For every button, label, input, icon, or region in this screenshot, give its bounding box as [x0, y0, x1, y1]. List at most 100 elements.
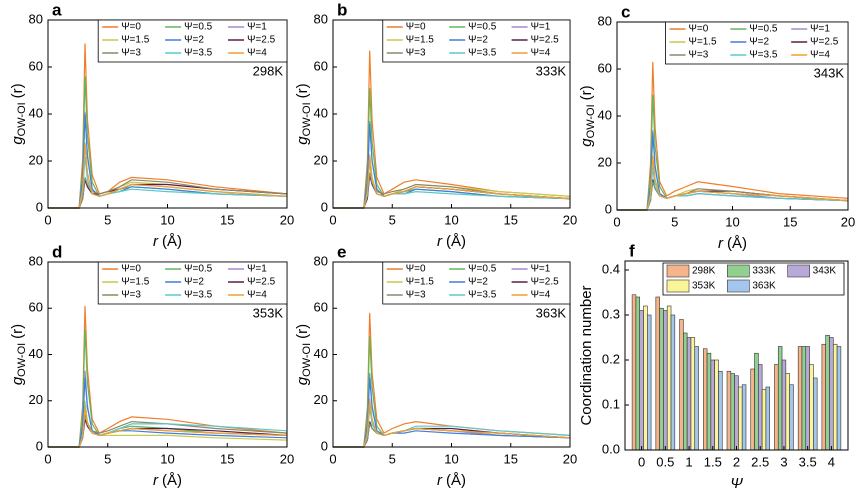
bar — [670, 314, 676, 451]
legend-label: Ψ=1.5 — [121, 277, 150, 288]
bar — [714, 359, 719, 451]
y-label-symbol: g — [578, 138, 595, 147]
panel-label: c — [621, 2, 630, 21]
y-axis-label: gOW-OI (r) — [578, 85, 597, 146]
y-tick-label: 0.1 — [602, 396, 620, 411]
y-tick-label: 20 — [598, 154, 612, 169]
bar — [639, 310, 644, 451]
y-tick-label: 0 — [321, 438, 328, 453]
y-tick-label: 0.4 — [602, 261, 620, 276]
x-tick-label: 10 — [725, 214, 739, 229]
bar — [659, 307, 664, 451]
legend-label: Ψ=1.5 — [406, 277, 435, 288]
y-tick-label: 40 — [29, 105, 43, 120]
x-tick-label: 15 — [504, 451, 518, 466]
legend-swatch — [787, 264, 810, 278]
legend-label: Ψ=4 — [531, 290, 551, 301]
legend-label: Ψ=1 — [810, 24, 830, 35]
y-tick-label: 0 — [36, 199, 43, 214]
legend-label: Ψ=2.5 — [531, 277, 560, 288]
y-label-subscript: OW-OI — [16, 343, 28, 377]
bar — [710, 359, 715, 451]
y-axis-label: gOW-OI (r) — [9, 83, 28, 144]
y-tick-label: 0 — [605, 201, 612, 216]
legend-label: Ψ=1.5 — [406, 35, 435, 46]
legend-label: 333K — [752, 266, 776, 277]
x-label-symbol: r — [718, 235, 724, 252]
x-tick-label: 2.5 — [751, 454, 769, 469]
legend-label: Ψ=2.5 — [247, 277, 276, 288]
bar — [726, 370, 732, 451]
bar — [774, 364, 779, 451]
x-tick-label: 15 — [220, 451, 234, 466]
x-axis-label: r (Å) — [437, 233, 466, 250]
y-tick-label: 60 — [314, 300, 328, 315]
y-axis-label: gOW-OI (r) — [9, 324, 28, 385]
x-label-symbol: r — [153, 472, 159, 489]
legend-label: Ψ=3 — [406, 48, 426, 59]
bar — [741, 384, 747, 451]
panel-label: d — [52, 242, 62, 261]
x-label-symbol: r — [437, 472, 443, 489]
x-tick-label: 0.5 — [656, 454, 674, 469]
y-tick-label: 60 — [29, 300, 43, 315]
y-axis-label: gOW-OI (r) — [294, 324, 313, 385]
x-tick-label: 15 — [504, 212, 518, 227]
y-tick-label: 60 — [29, 58, 43, 73]
bar — [702, 348, 708, 451]
y-tick-label: 80 — [29, 253, 43, 268]
legend-label: Ψ=3.5 — [468, 290, 497, 301]
x-tick-label: 0 — [613, 214, 620, 229]
bar — [663, 310, 668, 451]
y-axis-label: gOW-OI (r) — [294, 83, 313, 144]
panel-label: a — [52, 0, 62, 19]
bar — [754, 352, 759, 451]
axes-frame — [624, 260, 849, 451]
series-line — [333, 398, 571, 448]
y-label-symbol: g — [9, 376, 26, 385]
y-tick-label: 0 — [321, 199, 328, 214]
y-label-subscript: OW-OI — [585, 104, 597, 138]
bar — [646, 314, 652, 451]
x-tick-label: 20 — [563, 212, 577, 227]
x-label-unit: (Å) — [446, 233, 466, 250]
x-tick-label: 20 — [280, 451, 294, 466]
legend-label: Ψ=2 — [468, 277, 488, 288]
x-tick-label: 1 — [685, 454, 692, 469]
bar — [718, 370, 723, 451]
legend-label: Ψ=0 — [121, 22, 141, 33]
bar — [686, 337, 692, 451]
bar — [683, 332, 688, 451]
legend-label: Ψ=3.5 — [468, 48, 497, 59]
legend-label: Ψ=3 — [406, 290, 426, 301]
y-tick-label: 40 — [29, 346, 43, 361]
panel-label: f — [629, 241, 635, 260]
x-tick-label: 5 — [104, 212, 111, 227]
legend-label: Ψ=4 — [247, 48, 267, 59]
legend-label: 363K — [752, 281, 776, 292]
y-tick-label: 80 — [29, 11, 43, 26]
legend-label: Ψ=1 — [247, 22, 267, 33]
bar — [797, 346, 803, 451]
legend-label: Ψ=4 — [531, 48, 551, 59]
legend-box — [97, 261, 288, 305]
legend-label: Ψ=0 — [689, 24, 709, 35]
series-line — [48, 407, 288, 448]
legend-label: Ψ=4 — [810, 50, 830, 61]
bar — [666, 305, 672, 451]
y-tick-label: 20 — [29, 392, 43, 407]
annotation: 343K — [814, 65, 845, 80]
y-label-suffix: (r) — [9, 324, 26, 339]
bar — [825, 334, 830, 451]
legend-label: Ψ=1.5 — [689, 37, 718, 48]
x-tick-label: 20 — [841, 214, 855, 229]
x-tick-label: 5 — [389, 212, 396, 227]
x-label-unit: (Å) — [162, 472, 182, 489]
x-tick-label: 15 — [783, 214, 797, 229]
x-tick-label: 5 — [671, 214, 678, 229]
legend-label: Ψ=0 — [121, 264, 141, 275]
x-tick-label: 5 — [389, 451, 396, 466]
y-tick-label: 0.0 — [602, 441, 620, 456]
panel-label: b — [337, 0, 347, 19]
bar — [694, 346, 699, 451]
